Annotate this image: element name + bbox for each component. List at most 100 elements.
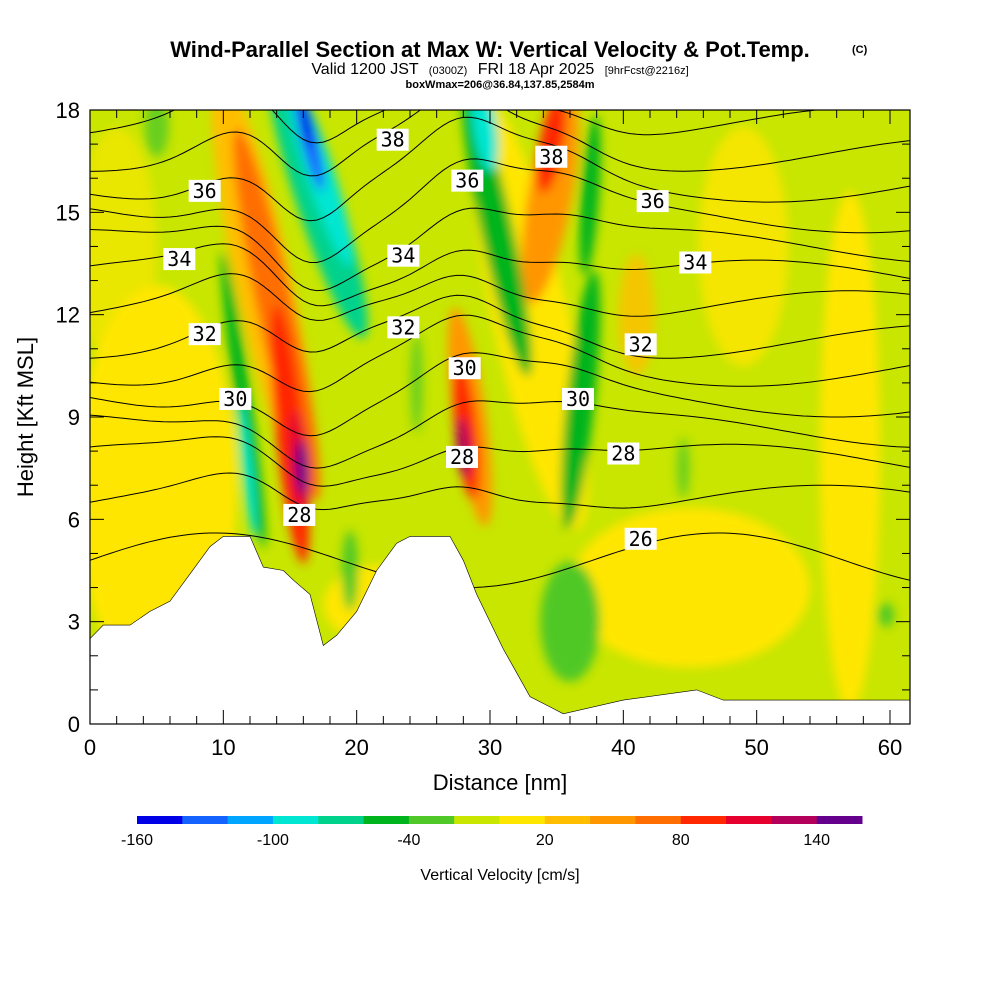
- contour-label-text: 38: [381, 128, 405, 152]
- colorbar-swatch: [454, 816, 500, 824]
- contour-label-box: [624, 333, 657, 356]
- field-downdraft-band: [144, 110, 169, 158]
- field-region-yellow: [90, 126, 157, 367]
- field-downdraft-band: [238, 398, 257, 538]
- theta-contour-line: [90, 273, 910, 321]
- contour-label-box: [387, 316, 420, 339]
- contour-label: 26: [624, 527, 657, 551]
- contour-label-text: 34: [683, 251, 707, 275]
- field-downdraft-band: [579, 115, 601, 276]
- colorbar-swatch: [544, 816, 591, 824]
- contour-label: 34: [163, 247, 196, 271]
- colorbar-swatch: [816, 816, 863, 824]
- contour-label-box: [188, 323, 221, 346]
- colorbar-swatch: [771, 816, 818, 824]
- colorbar-swatch: [590, 816, 636, 824]
- theta-contour-line: [90, 400, 910, 469]
- contour-label: 30: [448, 356, 481, 380]
- contour-label: 34: [387, 244, 420, 268]
- contour-label: 32: [188, 322, 221, 346]
- field-region-yellow: [570, 507, 810, 668]
- theta-contour-line: [90, 436, 910, 487]
- x-tick-label: 20: [344, 735, 368, 760]
- contour-label-text: 32: [193, 322, 217, 346]
- contour-label-text: 32: [391, 315, 415, 339]
- colorbar-tick-label: 80: [672, 832, 690, 849]
- contour-label-box: [607, 442, 640, 465]
- colorbar-swatch: [726, 816, 772, 824]
- subtitle-box: boxWmax=206@36.84,137.85,2584m: [406, 79, 595, 91]
- theta-contour-line: [90, 110, 821, 144]
- x-tick-label: 30: [478, 735, 502, 760]
- contour-label: 36: [188, 179, 221, 203]
- contour-label-text: 28: [287, 503, 311, 527]
- contour-label-text: 30: [566, 387, 590, 411]
- colorbar-swatch: [182, 816, 229, 824]
- theta-contour-line: [90, 472, 910, 511]
- title-mark: (C): [852, 44, 868, 56]
- x-tick-label: 0: [84, 735, 96, 760]
- colorbar-swatch: [318, 816, 365, 824]
- contour-label: 38: [376, 128, 409, 152]
- theta-contour-line: [90, 158, 910, 263]
- subtitle-valid: Valid 1200 JST: [311, 61, 419, 78]
- field-downdraft-band: [677, 438, 690, 499]
- contour-label-box: [624, 527, 657, 550]
- contour-label-box: [679, 251, 712, 274]
- x-tick-label: 60: [878, 735, 902, 760]
- colorbar-swatch: [227, 816, 274, 824]
- plot-area: 38 38 36 36 36 34 34 34 32 32 32 30 30 30 28 28 28 26: [90, 110, 910, 724]
- x-tick-label: 40: [611, 735, 635, 760]
- contour-label: 32: [624, 332, 657, 356]
- field-downdraft-band: [461, 110, 532, 377]
- contour-label: 32: [387, 315, 420, 339]
- y-tick-label: 12: [56, 303, 80, 328]
- field-downdraft-core: [299, 110, 313, 149]
- theta-contour-line: [90, 110, 910, 177]
- contour-label: 38: [535, 145, 568, 169]
- contour-label-box: [188, 179, 221, 202]
- theta-contour-line: [90, 207, 910, 292]
- colorbar-swatch: [499, 816, 546, 824]
- contour-label-text: 28: [611, 442, 635, 466]
- contour-label-box: [283, 503, 316, 526]
- field-downdraft-band: [540, 561, 600, 682]
- colorbar-label: Vertical Velocity [cm/s]: [420, 867, 579, 884]
- colorbar-swatch: [680, 816, 727, 824]
- colorbar: -160 -100 -40 20 80 140: [121, 816, 863, 849]
- y-axis-label: Height [Kft MSL]: [13, 337, 38, 497]
- y-tick-label: 3: [68, 610, 80, 635]
- subtitle-line: Valid 1200 JST (0300Z) FRI 18 Apr 2025 […: [311, 61, 688, 78]
- contour-label-text: 32: [629, 332, 653, 356]
- contour-label-box: [163, 248, 196, 271]
- contour-label-box: [451, 169, 484, 192]
- contour-label: 28: [446, 445, 478, 469]
- contour-label-box: [376, 128, 409, 151]
- x-tick-label: 50: [744, 735, 768, 760]
- contour-label-box: [535, 145, 568, 168]
- theta-contour-line: [90, 243, 910, 307]
- field-region-yellow: [698, 126, 789, 367]
- colorbar-swatch: [272, 816, 319, 824]
- contour-label-text: 26: [629, 527, 653, 551]
- contour-label-text: 30: [223, 387, 247, 411]
- y-tick-label: 18: [56, 98, 80, 123]
- terrain: [90, 536, 910, 724]
- field-downdraft-band: [410, 332, 423, 433]
- colorbar-tick-label: -100: [257, 832, 289, 849]
- theta-contour-line: [90, 314, 910, 393]
- colorbar-swatch: [408, 816, 455, 824]
- y-tick-label: 9: [68, 405, 80, 430]
- chart-title: Wind-Parallel Section at Max W: Vertical…: [170, 37, 810, 62]
- y-tick-label: 6: [68, 507, 80, 532]
- theta-contour-line: [90, 116, 910, 222]
- colorbar-swatch: [635, 816, 682, 824]
- subtitle-fcst: [9hrFcst@2216z]: [605, 65, 689, 77]
- x-axis: 0 10 20 30 40 50 60: [84, 110, 902, 760]
- colorbar-tick-label: 140: [803, 832, 830, 849]
- contour-label: 34: [679, 251, 712, 275]
- contour-label-text: 36: [455, 169, 479, 193]
- contour-label: 30: [562, 387, 594, 411]
- colorbar-tick-label: -160: [121, 832, 153, 849]
